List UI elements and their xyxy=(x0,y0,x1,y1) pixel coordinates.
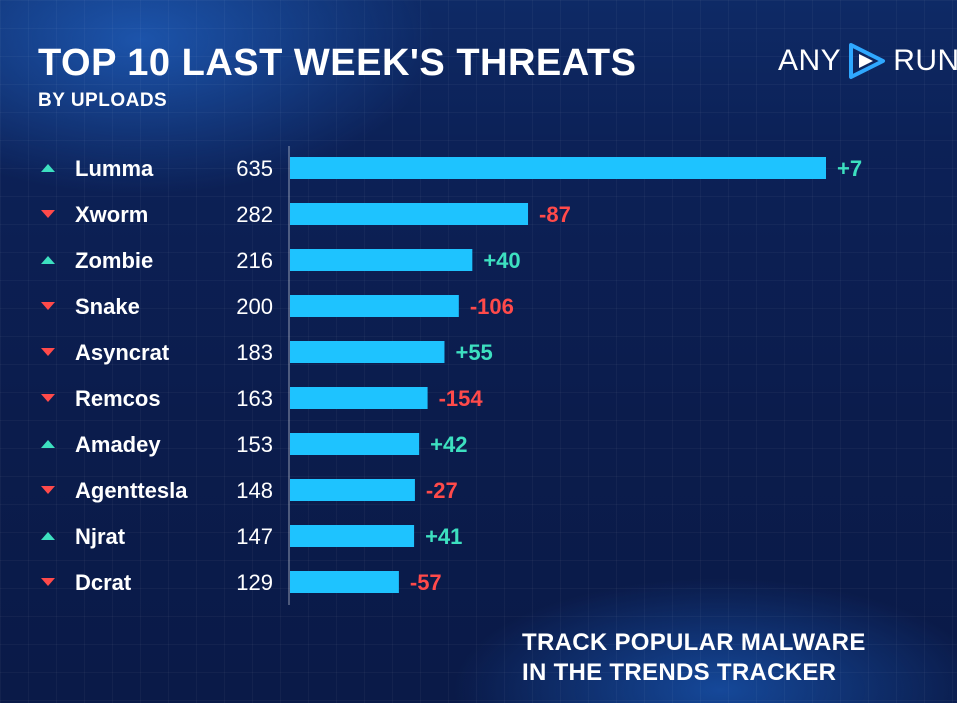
change-label: +55 xyxy=(455,340,492,365)
bar xyxy=(290,525,415,547)
change-label: +42 xyxy=(430,432,467,457)
bar xyxy=(290,341,445,363)
bar xyxy=(290,295,459,317)
category-label: Asyncrat xyxy=(75,340,170,365)
trend-down-icon xyxy=(41,486,55,494)
trend-down-icon xyxy=(41,348,55,356)
category-label: Xworm xyxy=(75,202,148,227)
change-label: -106 xyxy=(470,294,514,319)
category-label: Njrat xyxy=(75,524,126,549)
category-label: Lumma xyxy=(75,156,154,181)
trend-up-icon xyxy=(41,256,55,264)
play-triangle-icon xyxy=(849,43,886,79)
trend-up-icon xyxy=(41,164,55,172)
bar xyxy=(290,157,826,179)
bar xyxy=(290,203,529,225)
category-label: Amadey xyxy=(75,432,161,457)
trends-tracker-callout: TRACK POPULAR MALWARE IN THE TRENDS TRAC… xyxy=(522,628,866,688)
trend-down-icon xyxy=(41,210,55,218)
cta-line-1: TRACK POPULAR MALWARE xyxy=(522,629,866,656)
change-label: +41 xyxy=(425,524,462,549)
value-label: 216 xyxy=(236,248,273,273)
change-label: -57 xyxy=(410,570,442,595)
value-label: 183 xyxy=(236,340,273,365)
trend-up-icon xyxy=(41,440,55,448)
cta-line-2: IN THE TRENDS TRACKER xyxy=(522,659,837,686)
bar xyxy=(290,387,428,409)
page-subtitle: BY UPLOADS xyxy=(38,90,168,111)
brand-logo: ANY RUN xyxy=(778,38,957,84)
page-title: TOP 10 LAST WEEK'S THREATS xyxy=(38,42,637,84)
bar xyxy=(290,479,415,501)
category-label: Dcrat xyxy=(75,570,132,595)
bar xyxy=(290,571,399,593)
value-label: 200 xyxy=(236,294,273,319)
category-label: Zombie xyxy=(75,248,153,273)
bar xyxy=(290,433,420,455)
trend-down-icon xyxy=(41,302,55,310)
change-label: -87 xyxy=(539,202,571,227)
bar xyxy=(290,249,473,271)
category-label: Agenttesla xyxy=(75,478,188,503)
value-label: 147 xyxy=(236,524,273,549)
logo-text-any: ANY xyxy=(778,44,842,77)
change-label: -27 xyxy=(426,478,458,503)
value-label: 129 xyxy=(236,570,273,595)
value-label: 282 xyxy=(236,202,273,227)
value-label: 148 xyxy=(236,478,273,503)
logo-text-run: RUN xyxy=(893,44,957,77)
category-label: Snake xyxy=(75,294,140,319)
change-label: -154 xyxy=(439,386,484,411)
value-label: 163 xyxy=(236,386,273,411)
trend-down-icon xyxy=(41,394,55,402)
change-label: +7 xyxy=(837,156,862,181)
change-label: +40 xyxy=(483,248,520,273)
trend-down-icon xyxy=(41,578,55,586)
value-label: 635 xyxy=(236,156,273,181)
value-label: 153 xyxy=(236,432,273,457)
trend-up-icon xyxy=(41,532,55,540)
category-label: Remcos xyxy=(75,386,161,411)
